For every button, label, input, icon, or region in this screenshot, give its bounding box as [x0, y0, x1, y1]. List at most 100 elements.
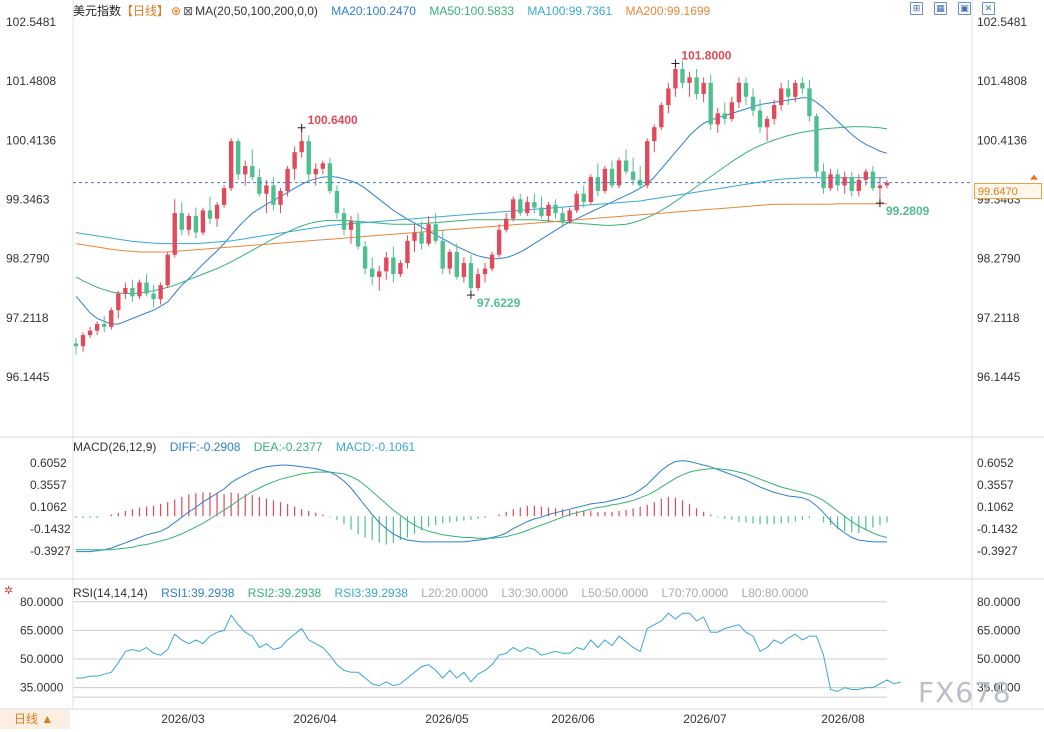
macd-tick-label-left: 0.6052 [30, 456, 67, 470]
price-tick-label-right: 98.2790 [977, 252, 1021, 266]
rsi-tick-label-right: 50.0000 [977, 652, 1021, 666]
candle-body [130, 287, 135, 297]
candle-body [306, 141, 311, 175]
rsi-line [76, 612, 902, 692]
candle-body [285, 168, 290, 191]
ma50-value: MA50:100.5833 [429, 4, 515, 18]
macd-tick-label-right: -0.3927 [977, 544, 1018, 558]
candle-body [384, 257, 389, 272]
candle-body [475, 274, 481, 288]
candle-body [884, 182, 890, 186]
candle-body [489, 254, 495, 269]
ma-line-ma100 [75, 177, 887, 245]
settings-icon[interactable]: ⊕ [171, 4, 182, 18]
symbol-label: 美元指数 [73, 4, 122, 18]
candle-body [482, 268, 488, 275]
candle-body [496, 229, 502, 255]
macd-tick-label-right: 0.3557 [977, 478, 1014, 492]
candle-body [666, 88, 671, 106]
candle-body [264, 185, 269, 194]
candle-body [362, 246, 368, 269]
price-tick-label-right: 97.2118 [977, 311, 1020, 325]
rsi-l80: L80:80.0000 [741, 586, 809, 600]
date-tick-label: 2026/08 [821, 712, 865, 726]
candle-body [807, 88, 812, 117]
rsi-l50: L50:50.0000 [581, 586, 649, 600]
candle-body [630, 171, 636, 180]
candle-body [870, 171, 876, 189]
candle-body [250, 166, 255, 178]
candle-body [687, 77, 692, 83]
period-tag: 【日线】 [121, 4, 170, 18]
macd-diff: DIFF:-0.2908 [169, 440, 241, 454]
candle-body [426, 224, 431, 244]
grid-icon[interactable]: ▦ [934, 2, 947, 15]
period-selector-button[interactable]: 日线 ▲ [0, 710, 70, 729]
high-annotation: 100.6400 [308, 113, 358, 127]
candle-body [623, 160, 629, 172]
candle-body [214, 204, 220, 219]
candle-body [715, 113, 720, 125]
candle-body [377, 271, 382, 277]
candle-body [193, 215, 199, 233]
candle-body [200, 210, 206, 233]
candle-body [221, 188, 227, 205]
candle-body [659, 105, 664, 128]
macd-tick-label-left: -0.3927 [30, 544, 71, 558]
candle-body [271, 185, 276, 205]
candle-body [757, 110, 763, 128]
candle-body [468, 263, 474, 288]
candle-body [764, 118, 770, 128]
candle-body [320, 163, 326, 169]
price-tick-label-left: 102.5481 [6, 15, 56, 29]
rsi-tick-label-right: 80.0000 [977, 595, 1021, 609]
rsi-l20: L20:20.0000 [421, 586, 488, 600]
date-tick-label: 2026/06 [551, 712, 595, 726]
rsi-tick-label-left: 50.0000 [20, 652, 64, 666]
date-tick-label: 2026/03 [161, 712, 205, 726]
rsi-legend: RSI(14,14,14) RSI1:39.2938 RSI2:39.2938 … [73, 586, 818, 600]
macd-tick-label-left: 0.1062 [30, 500, 67, 514]
candle-body [539, 207, 544, 216]
candle-body [503, 218, 509, 230]
rsi-tick-label-right: 65.0000 [977, 623, 1021, 637]
macd-dea: DEA:-0.2377 [253, 440, 323, 454]
candle-body [771, 105, 777, 119]
candle-body [87, 330, 93, 336]
candle-body [123, 287, 128, 294]
candle-body [355, 221, 361, 247]
candle-body [800, 82, 805, 89]
candle-body [391, 257, 396, 275]
rsi-tick-label-left: 80.0000 [20, 595, 64, 609]
gear-icon[interactable]: ✲ [4, 585, 14, 597]
low-annotation: 97.6229 [477, 296, 521, 310]
rsi1-value: RSI1:39.2938 [161, 586, 235, 600]
candle-body [80, 335, 86, 347]
candle-body [419, 232, 424, 244]
ma-params: MA(20,50,100,200,0,0) [195, 4, 318, 18]
date-tick-label: 2026/07 [683, 712, 727, 726]
candle-body [313, 168, 318, 175]
candle-body [750, 96, 756, 111]
candle-body [511, 199, 516, 219]
restore-icon[interactable]: ▣ [958, 2, 971, 15]
price-tick-label-left: 101.4808 [6, 74, 56, 88]
ma-line-ma200 [75, 203, 887, 253]
ma-indicator-icon[interactable]: ⊠ [183, 4, 194, 18]
candle-body [348, 221, 354, 230]
price-tick-label-left: 97.2118 [6, 311, 49, 325]
candle-body [433, 224, 438, 241]
ma-line-ma50 [75, 126, 888, 294]
candle-body [581, 193, 586, 203]
rsi-tick-label-right: 35.0000 [977, 681, 1021, 695]
candle-body [567, 210, 572, 222]
expand-icon[interactable]: ⊞ [910, 2, 923, 15]
candle-body [257, 177, 262, 194]
candle-body [207, 210, 213, 219]
candle-body [786, 88, 791, 97]
candle-body [546, 204, 551, 216]
price-tick-label-left: 98.2790 [6, 252, 50, 266]
close-icon[interactable]: ✕ [982, 2, 995, 15]
